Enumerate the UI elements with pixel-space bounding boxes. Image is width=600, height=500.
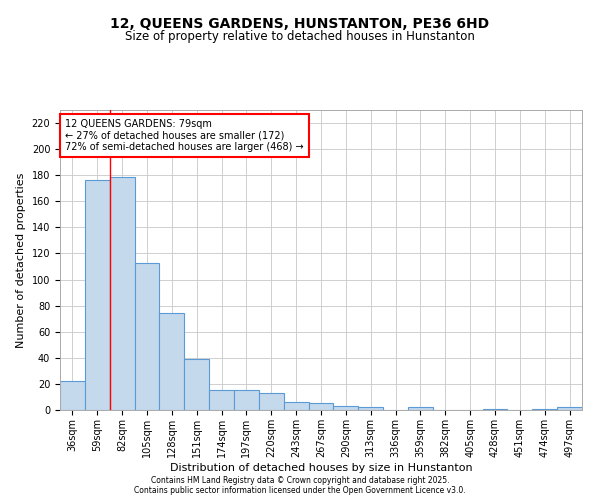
Bar (234, 390, 259, 410)
Bar (160, 314, 184, 410)
Text: Contains HM Land Registry data © Crown copyright and database right 2025.: Contains HM Land Registry data © Crown c… (151, 476, 449, 485)
X-axis label: Distribution of detached houses by size in Hunstanton: Distribution of detached houses by size … (170, 462, 472, 472)
Bar (408, 408, 433, 410)
Bar (60, 382, 85, 410)
Text: Size of property relative to detached houses in Hunstanton: Size of property relative to detached ho… (125, 30, 475, 43)
Bar (85, 180, 110, 410)
Bar (334, 406, 358, 410)
Bar (482, 408, 508, 410)
Text: 12 QUEENS GARDENS: 79sqm
← 27% of detached houses are smaller (172)
72% of semi-: 12 QUEENS GARDENS: 79sqm ← 27% of detach… (65, 119, 304, 152)
Y-axis label: Number of detached properties: Number of detached properties (16, 172, 26, 348)
Bar (259, 393, 284, 410)
Bar (557, 408, 582, 410)
Bar (209, 390, 234, 410)
Bar (532, 408, 557, 410)
Bar (184, 359, 209, 410)
Text: 12, QUEENS GARDENS, HUNSTANTON, PE36 6HD: 12, QUEENS GARDENS, HUNSTANTON, PE36 6HD (110, 18, 490, 32)
Bar (308, 404, 334, 410)
Bar (134, 262, 160, 410)
Bar (358, 408, 383, 410)
Bar (110, 176, 134, 410)
Bar (284, 402, 308, 410)
Text: Contains public sector information licensed under the Open Government Licence v3: Contains public sector information licen… (134, 486, 466, 495)
